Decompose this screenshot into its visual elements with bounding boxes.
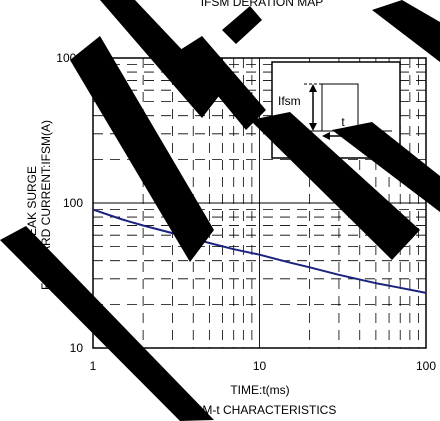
watermark-stroke-5 <box>222 6 262 44</box>
chart-title: IFSM DERATION MAP <box>201 0 323 9</box>
inset-ifsm-arrow-up <box>309 84 317 92</box>
x-tick-label: 100 <box>416 359 436 373</box>
series-group <box>92 208 427 294</box>
x-axis-label: TIME:t(ms) <box>230 383 289 397</box>
inset-ifsm-arrow-down <box>309 123 317 131</box>
watermark-stroke-2 <box>70 36 214 262</box>
watermark-stroke-3 <box>100 0 222 118</box>
x-tick-label: 1 <box>90 359 97 373</box>
inset-t-arrow-left <box>322 132 330 140</box>
watermark-stroke-4 <box>180 36 266 130</box>
y-axis-label-line1: PEAK SURGE <box>25 166 39 244</box>
x-tick-label: 10 <box>253 359 267 373</box>
inset-ifsm-label: Ifsm <box>278 94 301 108</box>
watermark-stroke-8 <box>372 0 440 62</box>
series-line-1 <box>92 208 427 294</box>
x-tick-labels: 1 10 100 <box>90 359 437 373</box>
watermark-stroke-7 <box>332 122 440 212</box>
watermark-stroke-1 <box>0 226 214 421</box>
y-tick-label: 100 <box>63 196 83 210</box>
watermark-stroke-6 <box>250 112 420 260</box>
y-tick-label: 10 <box>70 341 84 355</box>
inset-pulse <box>321 83 359 131</box>
inset-t-label: t <box>341 115 345 129</box>
chart-caption: IFSM-t CHARACTERISTICS <box>184 403 337 417</box>
plot-frame <box>92 57 427 349</box>
